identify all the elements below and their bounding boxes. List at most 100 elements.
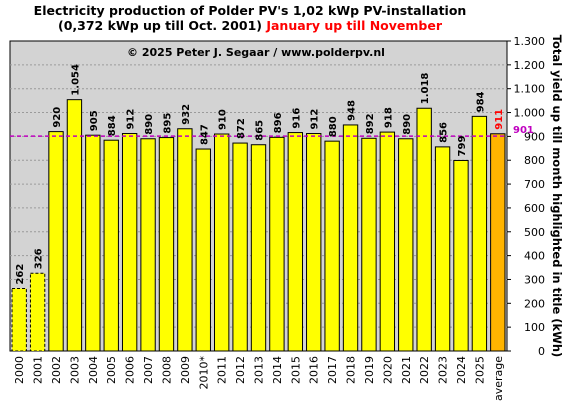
x-tick-label: 2010* <box>197 356 210 390</box>
y-tick-labels: 0 100 200 300 400 500 600 700 800 900 1.000 1.100 1.… <box>514 35 546 358</box>
y-tick-label: 700 <box>524 178 545 191</box>
bar-value-label: 865 <box>255 120 266 141</box>
bar-value-label: 895 <box>162 113 173 134</box>
bar <box>214 133 230 352</box>
bar <box>195 148 211 352</box>
bar <box>232 142 248 352</box>
bar-value-label: 905 <box>89 110 100 131</box>
x-tick-label: 2018 <box>345 356 358 384</box>
bar <box>306 133 322 352</box>
bar-value-label: 948 <box>347 100 358 121</box>
bar <box>361 137 377 352</box>
bars <box>11 99 506 352</box>
bar-value-label: 1.054 <box>70 64 81 96</box>
y-tick-label: 800 <box>524 154 545 167</box>
x-tick-label: 2014 <box>271 356 284 384</box>
x-tick-label: 2004 <box>87 356 100 384</box>
y-tick-label: 200 <box>524 297 545 310</box>
y-axis-label: Total yield up till month highlighted in… <box>550 35 564 358</box>
bar-value-label: 920 <box>52 107 63 128</box>
x-tick-label: 2007 <box>142 356 155 384</box>
bar <box>416 107 432 352</box>
bar-value-label: 262 <box>15 264 26 285</box>
x-tick-label: 2025 <box>473 356 486 384</box>
y-tick-label: 1.000 <box>514 107 546 120</box>
bar <box>11 288 27 352</box>
bar-value-label: 910 <box>218 109 229 130</box>
bar-value-label: 847 <box>199 124 210 145</box>
bar <box>287 132 303 352</box>
bar <box>471 115 488 352</box>
bar-value-label: 918 <box>383 107 394 128</box>
bar <box>453 159 469 352</box>
reference-line-group: 901 <box>10 125 534 137</box>
x-tick-label: 2019 <box>363 356 376 384</box>
bar <box>85 134 101 352</box>
x-tick-label: 2000 <box>13 356 26 384</box>
x-tick-label: 2016 <box>308 356 321 384</box>
x-tick-label: 2005 <box>105 356 118 384</box>
bar <box>324 140 340 352</box>
bar-value-label: 912 <box>126 109 137 130</box>
x-tick-label: 2013 <box>253 356 266 384</box>
bar-value-label: 912 <box>310 109 321 130</box>
bar-value-label: 890 <box>144 114 155 135</box>
bar <box>379 131 396 352</box>
x-tick-label: 2002 <box>50 356 63 384</box>
y-tick-label: 900 <box>524 130 545 143</box>
bar <box>177 128 193 352</box>
bar <box>103 139 119 352</box>
bar-value-label: 880 <box>328 116 339 137</box>
x-tick-labels: 2000 2001 2002 2003 2004 2005 2006 2007 2008 2009… <box>13 356 505 402</box>
bar <box>250 144 267 352</box>
chart-subtitle: (0,372 kWp up till Oct. 2001) January up… <box>0 18 500 33</box>
bar-value-label: 884 <box>107 115 118 136</box>
bar <box>29 272 46 352</box>
bar-value-label: 916 <box>291 108 302 129</box>
bar <box>398 138 414 352</box>
bar-value-label: 1.018 <box>420 73 431 105</box>
y-tick-label: 0 <box>538 345 545 358</box>
x-tick-label: average <box>492 356 505 401</box>
x-tick-label: 2017 <box>326 356 339 384</box>
x-tick-label: 2021 <box>400 356 413 384</box>
x-tick-label: 2024 <box>455 356 468 384</box>
x-tick-label: 2001 <box>32 356 45 384</box>
bar-value-label: 892 <box>365 113 376 134</box>
y-tick-label: 500 <box>524 226 545 239</box>
bar <box>121 133 138 352</box>
bar-value-label: 896 <box>273 112 284 133</box>
bar-value-label: 799 <box>457 136 468 157</box>
x-tick-label: 2008 <box>160 356 173 384</box>
x-tick-label: 2003 <box>68 356 81 384</box>
x-tick-label: 2023 <box>437 356 450 384</box>
bar-value-label: 932 <box>181 104 192 125</box>
subtitle-capacity: (0,372 kWp up till Oct. 2001) <box>57 18 267 33</box>
y-tick-label: 300 <box>524 273 545 286</box>
reference-line-label: 901 <box>513 125 534 136</box>
bar-value-label: 872 <box>236 118 247 139</box>
x-tick-label: 2015 <box>289 356 302 384</box>
y-tick-label: 1.300 <box>514 35 546 48</box>
y-tick-label: 400 <box>524 250 545 263</box>
bar <box>434 146 451 352</box>
x-tick-label: 2011 <box>216 356 229 384</box>
x-tick-label: 2020 <box>381 356 394 384</box>
bar <box>158 137 175 352</box>
bar <box>140 138 156 352</box>
x-tick-label: 2022 <box>418 356 431 384</box>
copyright-text: © 2025 Peter J. Segaar / www.polderpv.nl <box>127 46 385 59</box>
bar <box>269 136 285 352</box>
bar-value-label: 856 <box>439 122 450 143</box>
bar <box>342 124 359 352</box>
average-bar <box>490 133 506 352</box>
bar-value-label: 984 <box>475 91 486 112</box>
y-tick-label: 1.200 <box>514 59 546 72</box>
y-tick-label: 1.100 <box>514 83 546 96</box>
bar-value-label: 890 <box>402 114 413 135</box>
subtitle-period: January up till November <box>266 18 442 33</box>
y-tick-label: 600 <box>524 202 545 215</box>
bar <box>66 99 83 352</box>
bar-value-label: 326 <box>34 248 45 269</box>
